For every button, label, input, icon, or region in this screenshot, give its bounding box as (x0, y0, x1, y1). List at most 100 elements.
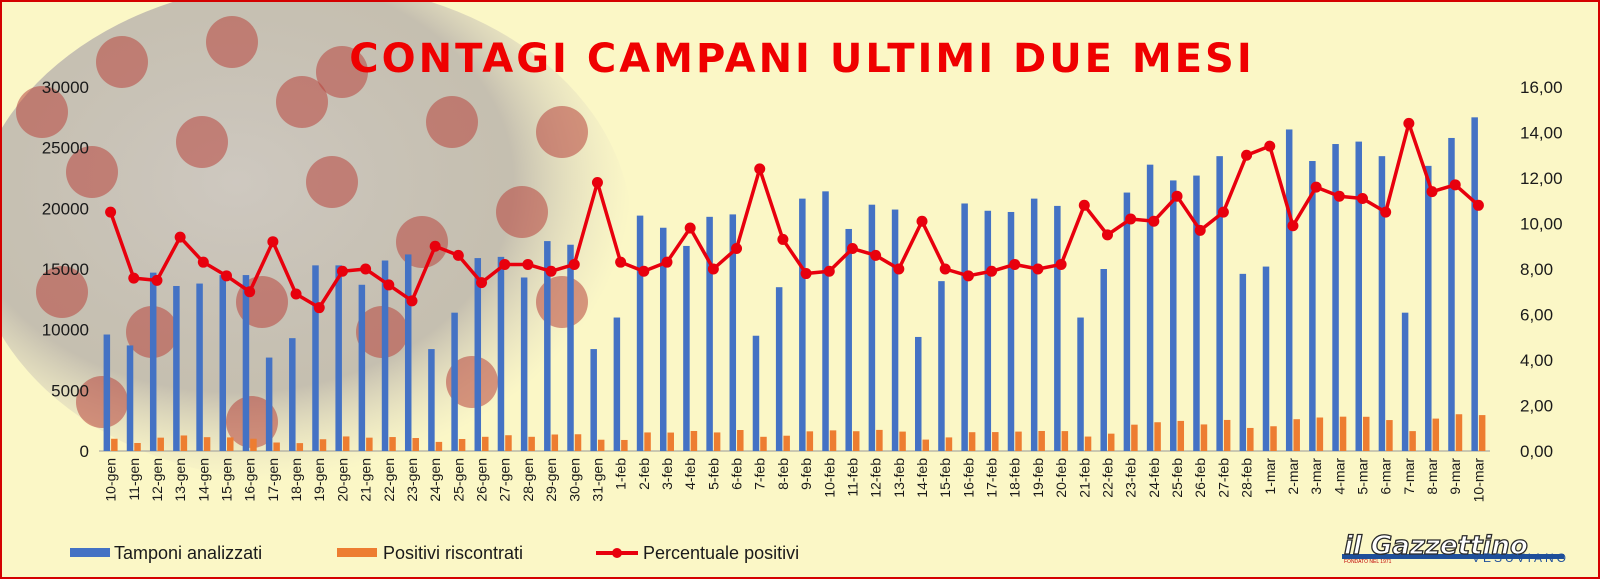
bar-positivi (482, 436, 489, 451)
bar-positivi (876, 429, 883, 451)
virus-spike-shape (96, 36, 148, 88)
percent-point (916, 215, 928, 227)
legend-label-positivi: Positivi riscontrati (383, 543, 523, 563)
bar-positivi (713, 432, 721, 451)
x-tick-label: 5-mar (1354, 458, 1370, 495)
bar-tamponi (822, 191, 829, 451)
percent-point (684, 222, 696, 234)
x-tick-label: 15-gen (219, 458, 235, 502)
legend-label-tamponi: Tamponi analizzati (114, 543, 262, 563)
percent-point (221, 270, 233, 282)
percent-point (452, 249, 464, 261)
legend-swatch-tamponi (70, 548, 110, 557)
bar-tamponi (428, 349, 435, 451)
percent-point (1148, 215, 1160, 227)
x-tick-label: 14-gen (195, 458, 211, 502)
percent-point (406, 295, 418, 307)
x-tick-label: 11-gen (126, 458, 142, 501)
bar-positivi (1432, 418, 1440, 451)
virus-spike-shape (396, 216, 448, 268)
x-tick-label: 9-feb (798, 458, 814, 490)
bar-tamponi (1216, 156, 1223, 451)
bar-positivi (366, 437, 373, 451)
bar-positivi (852, 431, 860, 451)
x-tick-label: 21-gen (358, 458, 374, 502)
percent-point (870, 249, 882, 261)
x-tick-label: 22-gen (381, 458, 397, 502)
x-tick-label: 20-gen (334, 458, 350, 502)
bar-tamponi (1262, 266, 1270, 451)
bar-positivi (1038, 430, 1045, 451)
gazzettino-logo: il Gazzettino FONDATO NEL 1971 VESUVIANO (1342, 530, 1566, 565)
percent-point (244, 286, 256, 298)
right-tick-label: 12,00 (1520, 169, 1563, 188)
percent-point (591, 177, 603, 189)
percent-point (731, 243, 743, 255)
x-tick-label: 25-gen (450, 458, 466, 502)
bar-positivi (968, 432, 976, 451)
bar-tamponi (103, 334, 111, 451)
bar-positivi (899, 431, 906, 451)
percent-point (360, 263, 372, 275)
bar-positivi (1177, 420, 1185, 451)
bar-positivi (273, 442, 280, 451)
bar-tamponi (683, 245, 690, 451)
x-tick-label: 17-gen (265, 458, 281, 502)
bar-positivi (806, 431, 814, 451)
percent-point (128, 272, 140, 284)
bar-positivi (1362, 416, 1370, 451)
percent-point (615, 256, 627, 268)
bar-tamponi (845, 228, 852, 451)
bar-tamponi (173, 285, 180, 451)
bar-tamponi (520, 277, 528, 451)
bar-tamponi (404, 254, 412, 451)
x-tick-label: 29-gen (543, 458, 559, 502)
virus-spike-shape (536, 106, 588, 158)
percent-point (545, 265, 557, 277)
bar-positivi (319, 439, 327, 451)
bar-tamponi (219, 275, 227, 451)
bar-positivi (111, 438, 118, 451)
virus-spike-shape (496, 186, 548, 238)
percent-point (1287, 220, 1299, 232)
bar-tamponi (915, 336, 922, 451)
x-tick-label: 6-mar (1378, 458, 1394, 495)
bar-positivi (458, 438, 466, 451)
bar-positivi (180, 435, 188, 451)
percent-point (267, 236, 279, 248)
percent-point (1171, 190, 1183, 202)
x-tick-label: 10-mar (1470, 458, 1486, 503)
percent-point (1078, 199, 1090, 211)
x-tick-label: 18-gen (288, 458, 304, 502)
percent-point (1241, 149, 1253, 161)
percent-point (1356, 192, 1368, 204)
bar-tamponi (613, 317, 621, 451)
percent-point (1472, 199, 1484, 211)
x-tick-label: 10-gen (103, 458, 119, 502)
percent-point (661, 256, 673, 268)
virus-spike-shape (536, 276, 588, 328)
percent-point (1333, 190, 1345, 202)
bar-positivi (1131, 424, 1138, 451)
bar-positivi (227, 437, 234, 451)
x-tick-label: 22-feb (1099, 458, 1115, 498)
bar-tamponi (868, 204, 876, 451)
percent-point (105, 206, 117, 218)
bar-tamponi (451, 312, 458, 451)
bar-positivi (737, 430, 744, 451)
logo-underline (1342, 554, 1564, 559)
x-tick-label: 17-feb (984, 458, 1000, 498)
bar-positivi (644, 432, 651, 451)
logo-founded: FONDATO NEL 1971 (1344, 559, 1392, 565)
bar-positivi (829, 430, 837, 451)
bar-tamponi (984, 210, 992, 451)
bar-tamponi (358, 284, 366, 451)
bar-tamponi (312, 265, 319, 451)
bar-positivi (505, 435, 512, 451)
bar-positivi (1084, 436, 1092, 451)
percent-point (290, 288, 302, 300)
x-tick-label: 16-gen (242, 458, 258, 502)
x-tick-label: 24-feb (1146, 458, 1162, 498)
percent-point (893, 263, 905, 275)
